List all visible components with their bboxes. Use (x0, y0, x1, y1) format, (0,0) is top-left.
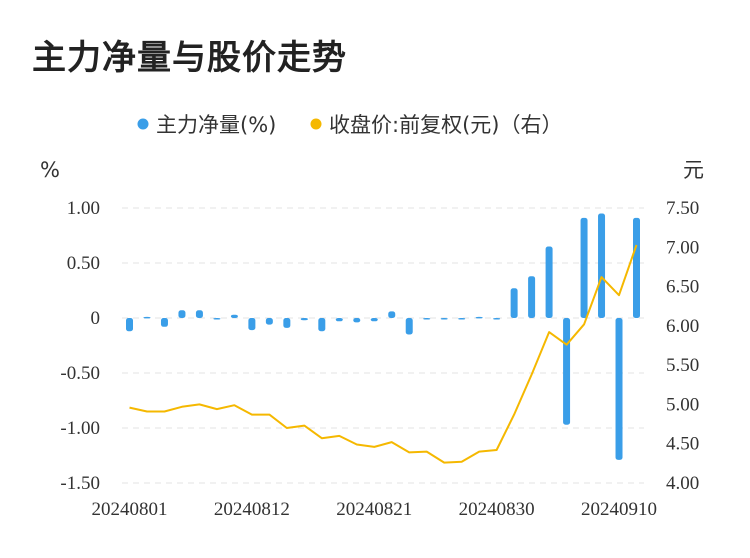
bar-20240910 (615, 318, 623, 460)
left-axis-ticks: 1.00 0.50 0 -0.50 -1.00 -1.50 (60, 198, 100, 494)
bar-20240822 (388, 311, 396, 318)
right-tick-label: 5.00 (666, 394, 699, 415)
legend: 主力净量(%) 收盘价:前复权(元)（右） (137, 113, 562, 137)
bar-20240807 (195, 310, 203, 318)
bar-20240820 (353, 318, 361, 323)
right-axis-ticks: 7.50 7.00 6.50 6.00 5.50 5.00 4.50 4.00 (666, 198, 699, 494)
right-tick-label: 7.00 (666, 237, 699, 258)
bar-20240829 (475, 316, 483, 319)
bar-20240904 (545, 246, 553, 318)
right-tick-label: 5.50 (666, 355, 699, 376)
right-tick-label: 7.50 (666, 198, 699, 219)
bar-20240903 (528, 276, 536, 318)
left-axis-unit: % (40, 158, 60, 182)
bar-20240802 (143, 316, 151, 319)
bar-20240801 (126, 318, 133, 332)
bar-20240806 (178, 310, 186, 318)
legend-label-line: 收盘价:前复权(元)（右） (329, 113, 562, 137)
x-tick-label: 20240830 (459, 499, 535, 520)
right-tick-label: 6.50 (666, 277, 699, 298)
bar-20240911 (633, 217, 640, 318)
line-series (129, 244, 638, 464)
bar-20240906 (580, 217, 588, 318)
bar-20240809 (230, 314, 238, 318)
bar-20240902 (510, 288, 518, 318)
left-tick-label: -1.00 (60, 418, 100, 439)
bar-20240909 (598, 213, 606, 318)
x-tick-label: 20240821 (336, 499, 412, 520)
bar-20240815 (300, 318, 308, 321)
x-axis-ticks: 20240801 20240812 20240821 20240830 20240910 (92, 499, 658, 520)
gridlines (122, 207, 644, 484)
left-tick-label: 0.50 (67, 253, 100, 274)
bar-20240816 (318, 318, 326, 332)
bar-20240828 (458, 318, 466, 320)
bar-20240827 (440, 318, 448, 320)
bar-20240823 (405, 318, 413, 335)
right-tick-label: 4.50 (666, 434, 699, 455)
bar-20240814 (283, 318, 291, 328)
right-tick-label: 6.00 (666, 316, 699, 337)
bar-20240830 (493, 318, 501, 320)
chart-title: 主力净量与股价走势 (32, 38, 347, 78)
bar-20240812 (248, 318, 256, 331)
x-tick-label: 20240812 (214, 499, 290, 520)
bar-20240905 (563, 318, 571, 425)
bar-20240805 (160, 318, 168, 327)
left-tick-label: 0 (91, 308, 101, 329)
legend-marker-bar (137, 118, 149, 130)
x-tick-label: 20240801 (92, 499, 168, 520)
left-tick-label: -0.50 (60, 363, 100, 384)
bar-20240813 (265, 318, 273, 325)
left-tick-label: -1.50 (60, 473, 100, 494)
x-tick-label: 20240910 (581, 499, 657, 520)
legend-label-bar: 主力净量(%) (156, 113, 276, 137)
bar-20240826 (423, 318, 431, 320)
bar-20240808 (213, 318, 221, 320)
right-axis-unit: 元 (683, 158, 704, 182)
close-price-line (129, 244, 638, 464)
bar-series (126, 213, 640, 460)
right-tick-label: 4.00 (666, 473, 699, 494)
left-tick-label: 1.00 (67, 198, 100, 219)
legend-marker-line (310, 118, 322, 130)
bar-20240821 (370, 318, 378, 322)
bar-20240819 (335, 318, 343, 322)
